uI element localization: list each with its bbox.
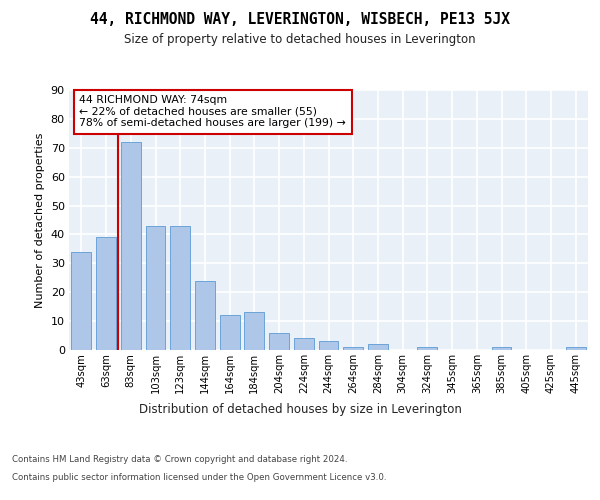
- Text: 44, RICHMOND WAY, LEVERINGTON, WISBECH, PE13 5JX: 44, RICHMOND WAY, LEVERINGTON, WISBECH, …: [90, 12, 510, 28]
- Bar: [294, 338, 314, 350]
- Bar: [319, 342, 338, 350]
- Bar: [170, 226, 190, 350]
- Text: 44 RICHMOND WAY: 74sqm
← 22% of detached houses are smaller (55)
78% of semi-det: 44 RICHMOND WAY: 74sqm ← 22% of detached…: [79, 95, 346, 128]
- Bar: [368, 344, 388, 350]
- Bar: [418, 347, 437, 350]
- Text: Contains public sector information licensed under the Open Government Licence v3: Contains public sector information licen…: [12, 472, 386, 482]
- Bar: [244, 312, 264, 350]
- Bar: [269, 332, 289, 350]
- Bar: [96, 238, 116, 350]
- Bar: [195, 280, 215, 350]
- Bar: [220, 316, 239, 350]
- Bar: [121, 142, 140, 350]
- Bar: [491, 347, 511, 350]
- Text: Size of property relative to detached houses in Leverington: Size of property relative to detached ho…: [124, 32, 476, 46]
- Text: Distribution of detached houses by size in Leverington: Distribution of detached houses by size …: [139, 402, 461, 415]
- Bar: [71, 252, 91, 350]
- Bar: [566, 347, 586, 350]
- Bar: [343, 347, 363, 350]
- Y-axis label: Number of detached properties: Number of detached properties: [35, 132, 45, 308]
- Text: Contains HM Land Registry data © Crown copyright and database right 2024.: Contains HM Land Registry data © Crown c…: [12, 455, 347, 464]
- Bar: [146, 226, 166, 350]
